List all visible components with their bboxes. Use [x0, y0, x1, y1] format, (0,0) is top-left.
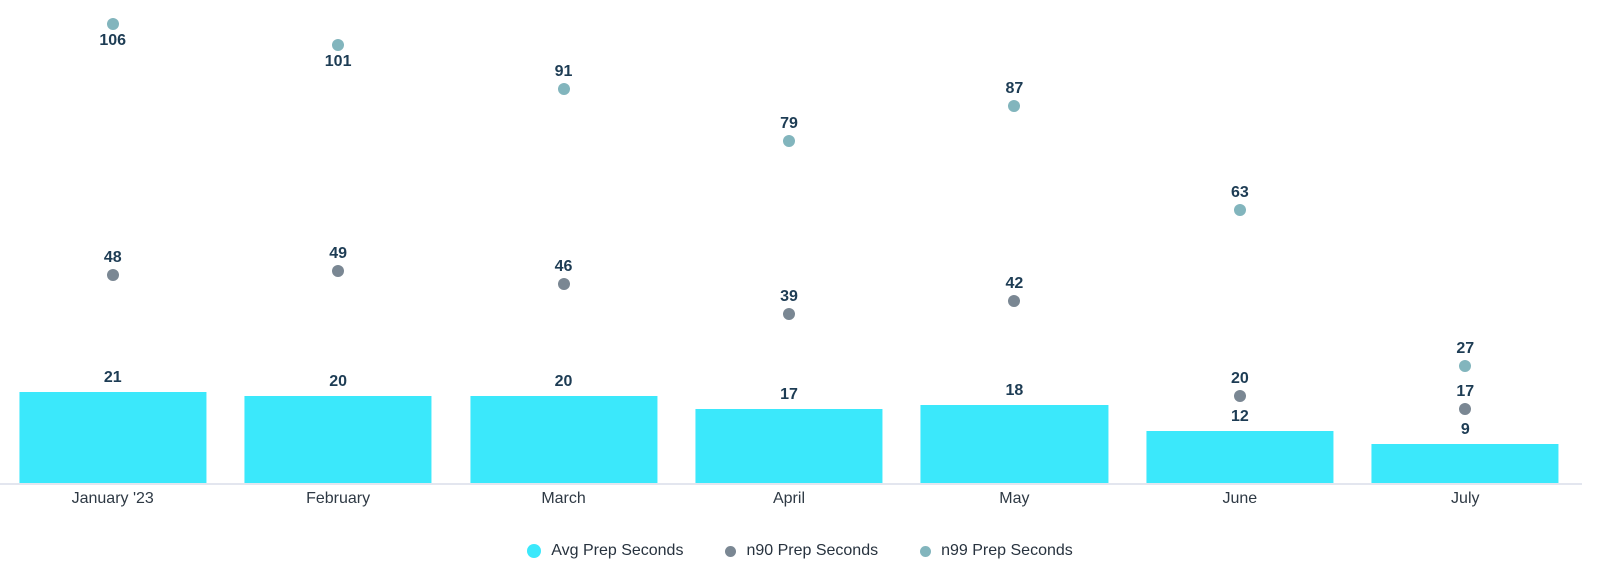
n99-prep-seconds-dot[interactable]	[1459, 360, 1472, 373]
x-axis-labels: January '23 February March April May June July	[0, 487, 1578, 511]
n99-prep-seconds-dot[interactable]	[106, 17, 119, 30]
legend-item-n90-prep-seconds[interactable]: n90 Prep Seconds	[725, 541, 878, 561]
bar-value-label: 21	[103, 369, 122, 387]
x-axis-label: January '23	[71, 490, 154, 507]
n99-value-label: 79	[780, 114, 798, 132]
legend-item-avg-prep-seconds[interactable]: Avg Prep Seconds	[527, 541, 683, 561]
n99-prep-seconds-dot[interactable]	[332, 39, 345, 52]
category-column: 9 17 27	[1353, 0, 1578, 483]
bar-value-label: 9	[1460, 421, 1470, 439]
avg-prep-seconds-legend-marker-icon	[527, 544, 542, 558]
n90-prep-seconds-dot[interactable]	[1233, 390, 1246, 403]
x-axis-label: June	[1222, 490, 1258, 507]
n90-prep-seconds-dot[interactable]	[332, 264, 345, 277]
n99-value-label: 106	[99, 31, 127, 49]
legend-label: n90 Prep Seconds	[746, 542, 879, 559]
n90-prep-seconds-dot[interactable]	[106, 269, 119, 282]
avg-prep-seconds-bar[interactable]	[19, 392, 207, 483]
n99-value-label: 101	[324, 53, 352, 71]
bar-value-label: 20	[329, 373, 348, 391]
n99-prep-seconds-legend-marker-icon	[920, 545, 932, 557]
n90-value-label: 48	[103, 249, 122, 267]
n90-prep-seconds-dot[interactable]	[782, 308, 795, 321]
bar-value-label: 12	[1230, 408, 1249, 426]
category-column: 20 49 101	[225, 0, 450, 483]
n90-prep-seconds-dot[interactable]	[557, 277, 570, 290]
category-column: 18 42 87	[902, 0, 1127, 483]
avg-prep-seconds-bar[interactable]	[470, 396, 658, 483]
n99-prep-seconds-dot[interactable]	[557, 82, 570, 95]
category-column: 21 48 106	[0, 0, 225, 483]
x-axis-label: May	[999, 490, 1030, 507]
n99-prep-seconds-dot[interactable]	[1233, 204, 1246, 217]
legend-item-n99-prep-seconds[interactable]: n99 Prep Seconds	[920, 541, 1073, 561]
n99-prep-seconds-dot[interactable]	[1008, 100, 1021, 113]
bar-value-label: 20	[554, 373, 573, 391]
n90-value-label: 49	[329, 244, 348, 262]
legend-label: n99 Prep Seconds	[941, 542, 1073, 559]
n90-prep-seconds-dot[interactable]	[1459, 403, 1472, 416]
bar-value-label: 18	[1005, 382, 1024, 400]
n90-value-label: 20	[1230, 370, 1249, 388]
category-column: 17 39 79	[676, 0, 901, 483]
category-column: 20 46 91	[451, 0, 676, 483]
x-axis-line	[0, 483, 1582, 485]
n90-prep-seconds-dot[interactable]	[1008, 295, 1021, 308]
n90-value-label: 39	[780, 288, 798, 306]
n99-value-label: 87	[1005, 80, 1024, 98]
x-axis-label: February	[306, 490, 371, 507]
x-axis-label: April	[772, 490, 805, 507]
n99-value-label: 27	[1456, 340, 1475, 358]
avg-prep-seconds-bar[interactable]	[920, 405, 1108, 483]
n90-value-label: 46	[554, 257, 573, 275]
plot-area: 21 48 106 20 49 101 20 46 91 17 39 79 18 42 87 12 20 63 9 1…	[0, 0, 1578, 483]
x-axis-label: March	[541, 490, 586, 507]
n99-prep-seconds-dot[interactable]	[782, 134, 795, 147]
bar-value-label: 17	[780, 386, 798, 404]
x-axis-label: July	[1451, 490, 1480, 507]
n99-value-label: 63	[1230, 184, 1249, 202]
avg-prep-seconds-bar[interactable]	[244, 396, 432, 483]
avg-prep-seconds-bar[interactable]	[1371, 444, 1559, 483]
legend-label: Avg Prep Seconds	[551, 542, 684, 559]
avg-prep-seconds-bar[interactable]	[695, 409, 883, 483]
n90-value-label: 17	[1456, 383, 1475, 401]
n90-prep-seconds-legend-marker-icon	[725, 545, 737, 557]
n99-value-label: 91	[554, 62, 573, 80]
legend: Avg Prep Seconds n90 Prep Seconds n99 Pr…	[0, 537, 1600, 565]
category-column: 12 20 63	[1127, 0, 1352, 483]
n90-value-label: 42	[1005, 275, 1024, 293]
avg-prep-seconds-bar[interactable]	[1146, 431, 1334, 483]
